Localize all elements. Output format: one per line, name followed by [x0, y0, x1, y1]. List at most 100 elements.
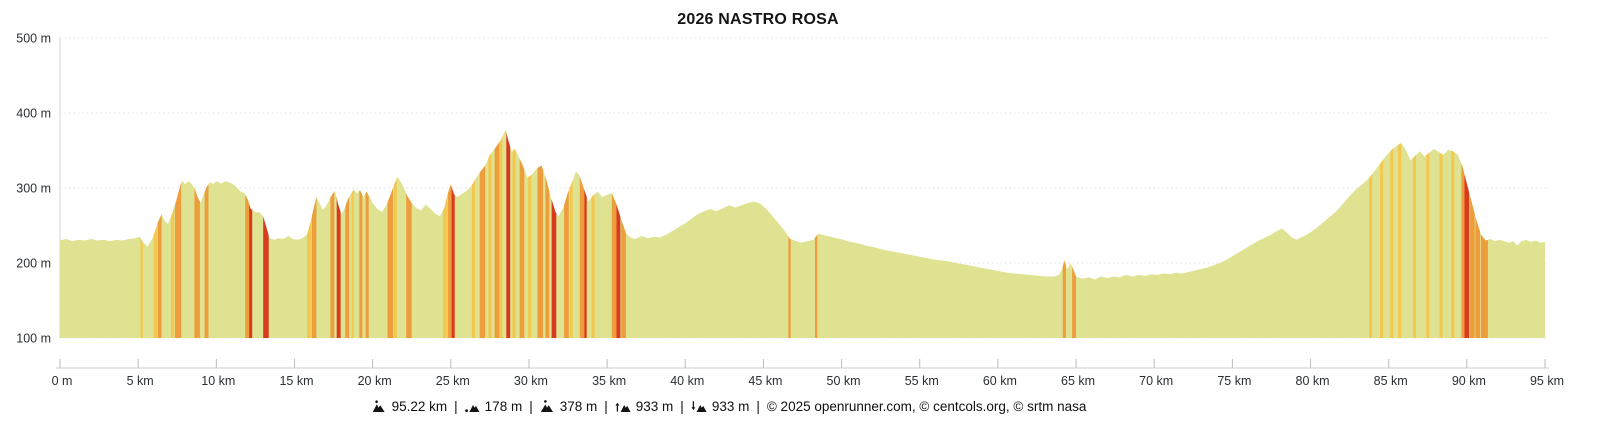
page-title: 2026 NASTRO ROSA — [677, 11, 839, 28]
gradient-stripe-red — [336, 129, 341, 338]
gradient-stripe-yellow — [471, 129, 475, 338]
y-axis-label: 300 m — [16, 182, 51, 196]
min-elevation-icon — [464, 404, 480, 412]
stat-separator: | — [604, 398, 608, 414]
x-axis-label: 30 km — [514, 374, 548, 388]
gradient-stripe-orange — [1475, 129, 1481, 338]
x-axis-label: 70 km — [1139, 374, 1173, 388]
gradient-stripe-orange — [345, 129, 350, 338]
gradient-stripe-orange — [365, 129, 369, 338]
gradient-stripe-yellow — [591, 129, 595, 338]
gradient-stripe-orange — [447, 129, 452, 338]
x-axis-label: 60 km — [983, 374, 1017, 388]
gradient-stripe-red — [451, 129, 455, 338]
gradient-stripe-yellow — [171, 129, 175, 338]
gradient-stripe-orange — [1461, 129, 1465, 338]
gradient-stripe-yellow — [528, 129, 532, 338]
x-axis-label: 10 km — [201, 374, 235, 388]
gradient-stripe-red — [1464, 129, 1470, 338]
y-axis-label: 100 m — [16, 332, 51, 346]
gradient-stripe-orange — [406, 129, 412, 338]
total-ascent-icon — [615, 402, 631, 412]
gradient-stripe-orange — [174, 129, 182, 338]
stat-separator: | — [529, 398, 533, 414]
stat-total-ascent: 933 m — [615, 398, 674, 414]
gradient-stripe-orange — [1470, 129, 1475, 338]
gradient-stripe-orange — [311, 129, 317, 338]
gradient-stripe-orange — [1062, 129, 1066, 338]
gradient-stripe-orange — [494, 129, 500, 338]
stat-distance: 95.22 km — [372, 398, 448, 414]
x-axis-label: 15 km — [279, 374, 313, 388]
stat-max-elevation-value: 378 m — [559, 398, 598, 414]
x-axis-label: 95 km — [1530, 374, 1564, 388]
gradient-stripe-yellow — [153, 129, 157, 338]
gradient-stripe-yellow — [351, 129, 354, 338]
gradient-stripe-red — [551, 129, 557, 338]
stat-min-elevation-value: 178 m — [484, 398, 523, 414]
gradient-stripe-yellow — [1390, 129, 1394, 338]
x-axis-label: 50 km — [827, 374, 861, 388]
stat-separator: | — [680, 398, 684, 414]
gradient-stripe-orange — [157, 129, 162, 338]
gradient-stripe-orange — [330, 129, 335, 338]
y-axis-label: 200 m — [16, 257, 51, 271]
gradient-stripe-orange — [564, 129, 569, 338]
x-axis-label: 20 km — [358, 374, 392, 388]
stat-separator: | — [454, 398, 458, 414]
gradient-stripe-red — [616, 129, 621, 338]
gradient-stripe-yellow — [1426, 129, 1430, 338]
gradient-stripe-orange — [359, 129, 363, 338]
total-descent-icon — [691, 400, 707, 412]
x-axis-label: 75 km — [1217, 374, 1251, 388]
gradient-stripe-yellow — [488, 129, 492, 338]
x-axis-label: 25 km — [436, 374, 470, 388]
gradient-stripe-yellow — [443, 129, 447, 338]
copyright-text: © 2025 openrunner.com, © centcols.org, ©… — [766, 398, 1087, 414]
gradient-stripe-yellow — [1380, 129, 1384, 338]
gradient-stripe-orange — [815, 129, 818, 338]
x-axis-label: 0 m — [52, 374, 73, 388]
gradient-stripe-orange — [537, 129, 543, 338]
x-axis-label: 45 km — [748, 374, 782, 388]
gradient-stripe-orange — [621, 129, 626, 338]
stat-distance-value: 95.22 km — [391, 398, 448, 414]
elevation-area — [60, 129, 1545, 338]
y-axis-label: 400 m — [16, 107, 51, 121]
x-axis-label: 35 km — [592, 374, 626, 388]
gradient-stripe-orange — [194, 129, 200, 338]
stat-total-descent: 933 m — [691, 398, 750, 414]
gradient-stripe-yellow — [569, 129, 573, 338]
stat-separator: | — [756, 398, 760, 414]
gradient-stripe-orange — [519, 129, 525, 338]
y-axis-label: 500 m — [16, 32, 51, 46]
stat-min-elevation: 178 m — [464, 398, 523, 414]
gradient-stripe-red — [506, 129, 511, 338]
gradient-stripe-orange — [545, 129, 550, 338]
gradient-stripe-orange — [1072, 129, 1076, 338]
gradient-stripe-yellow — [1369, 129, 1373, 338]
gradient-stripe-red — [263, 129, 269, 338]
stat-total-ascent-value: 933 m — [635, 398, 674, 414]
gradient-stripe-orange — [204, 129, 209, 338]
x-axis-label: 40 km — [670, 374, 704, 388]
gradient-stripe-orange — [245, 129, 250, 338]
gradient-stripe-orange — [579, 129, 585, 338]
route-stats-bar: 95.22 km | 178 m | 378 m | 933 m — [0, 392, 1600, 420]
x-axis-label: 55 km — [905, 374, 939, 388]
gradient-stripe-red — [584, 129, 587, 338]
gradient-stripe-yellow — [307, 129, 311, 338]
gradient-stripe-orange — [788, 129, 791, 338]
x-axis-label: 85 km — [1374, 374, 1408, 388]
x-axis-label: 65 km — [1061, 374, 1095, 388]
gradient-stripe-yellow — [512, 129, 516, 338]
gradient-stripe-yellow — [140, 129, 143, 338]
stat-total-descent-value: 933 m — [711, 398, 750, 414]
gradient-stripe-yellow — [1398, 129, 1402, 338]
gradient-stripe-yellow — [1412, 129, 1416, 338]
gradient-stripe-orange — [611, 129, 617, 338]
gradient-stripe-yellow — [393, 129, 397, 338]
gradient-stripe-orange — [479, 129, 486, 338]
